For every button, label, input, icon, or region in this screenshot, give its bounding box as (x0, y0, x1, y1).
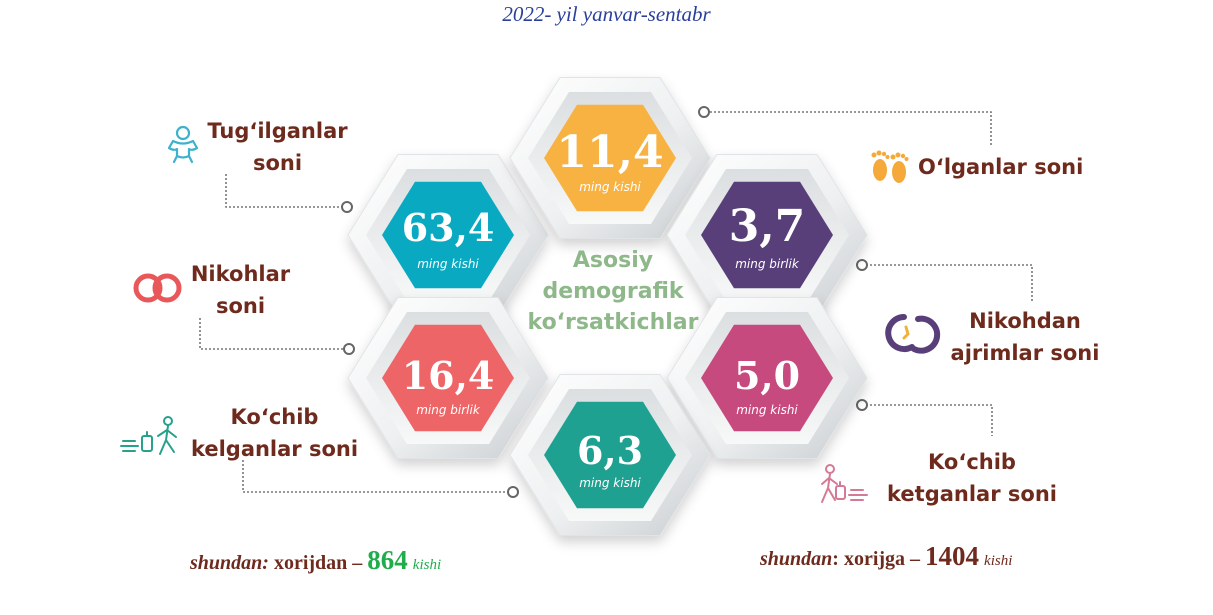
connector-dots (341, 106, 868, 498)
divorces-unit: ming birlik (735, 257, 799, 271)
connector-dot-births (341, 201, 353, 213)
immigrants-label: Ko‘chib kelganlar soni (190, 405, 359, 461)
wedding-rings-icon (133, 273, 182, 303)
connector-dot-divorces (856, 259, 868, 271)
deaths-unit: ming kishi (579, 180, 641, 194)
connector-dot-emigrants (856, 399, 868, 411)
deaths-label: O‘lganlar soni (918, 155, 1084, 179)
births-value: 63,4 (401, 205, 495, 250)
hexagon-fill-births (382, 181, 514, 289)
emigrants-unit: ming kishi (736, 403, 798, 417)
hexagon-marriages (347, 297, 549, 459)
divorces-label: Nikohdan ajrimlar soni (950, 309, 1100, 365)
connector-dot-deaths (698, 106, 710, 118)
immigrants-value: 6,3 (576, 428, 644, 473)
connector-births (225, 174, 341, 208)
footer-right-text: : xorijga – (832, 548, 921, 570)
connector-lines (199, 111, 1033, 493)
births-unit: ming kishi (417, 257, 479, 271)
connector-deaths (710, 111, 992, 146)
hexagon-divorces (666, 154, 868, 316)
immigrants-unit: ming kishi (579, 476, 641, 490)
footer-left-unit: kishi (412, 557, 442, 573)
hexagon-fill-divorces (701, 181, 833, 289)
emigrants-value: 5,0 (733, 353, 801, 398)
marriages-value: 16,4 (401, 353, 495, 398)
hexagon-fill-deaths (544, 104, 676, 212)
connector-dot-marriages (343, 343, 355, 355)
footer-right-value: 1404 (925, 541, 980, 571)
connector-dot-immigrants (507, 486, 519, 498)
baby-icon (167, 125, 199, 164)
hexagon-emigrants (666, 297, 868, 459)
marriages-unit: ming birlik (416, 403, 480, 417)
footer-right-prefix: shundan (760, 548, 833, 570)
traveler-leaving-icon (821, 464, 868, 503)
hexagon-deaths (509, 77, 711, 239)
hexagon-fill-marriages (382, 324, 514, 432)
footer-right: shundan: xorijga – 1404 kishi (760, 541, 1012, 572)
footer-left-prefix: shundan: (190, 552, 269, 574)
connector-marriages (199, 318, 344, 350)
deaths-value: 11,4 (556, 127, 664, 178)
hexagon-fill-immigrants (544, 401, 676, 509)
footer-left: shundan: xorijdan – 864 kishi (190, 545, 441, 576)
footer-left-value: 864 (367, 545, 408, 575)
births-label: Tug‘ilganlar soni (207, 119, 348, 175)
hexagon-births (347, 154, 549, 316)
period-title: 2022- yil yanvar-sentabr (502, 2, 711, 26)
connector-divorces (866, 264, 1033, 301)
emigrants-label: Ko‘chib ketganlar soni (887, 450, 1057, 506)
footprints-icon (871, 150, 909, 183)
footer-right-unit: kishi (984, 553, 1013, 569)
divorces-value: 3,7 (728, 201, 806, 252)
hexagon-immigrants (509, 374, 711, 536)
footer-left-text: xorijdan – (273, 552, 363, 574)
marriages-label: Nikohlar soni (190, 262, 291, 318)
hexagon-fill-emigrants (701, 324, 833, 432)
traveler-arriving-icon (120, 416, 177, 455)
center-title: Asosiy demografik ko‘rsatkichlar (527, 248, 699, 335)
connector-immigrants (242, 460, 509, 493)
broken-rings-icon (885, 314, 941, 354)
connector-emigrants (866, 404, 993, 436)
